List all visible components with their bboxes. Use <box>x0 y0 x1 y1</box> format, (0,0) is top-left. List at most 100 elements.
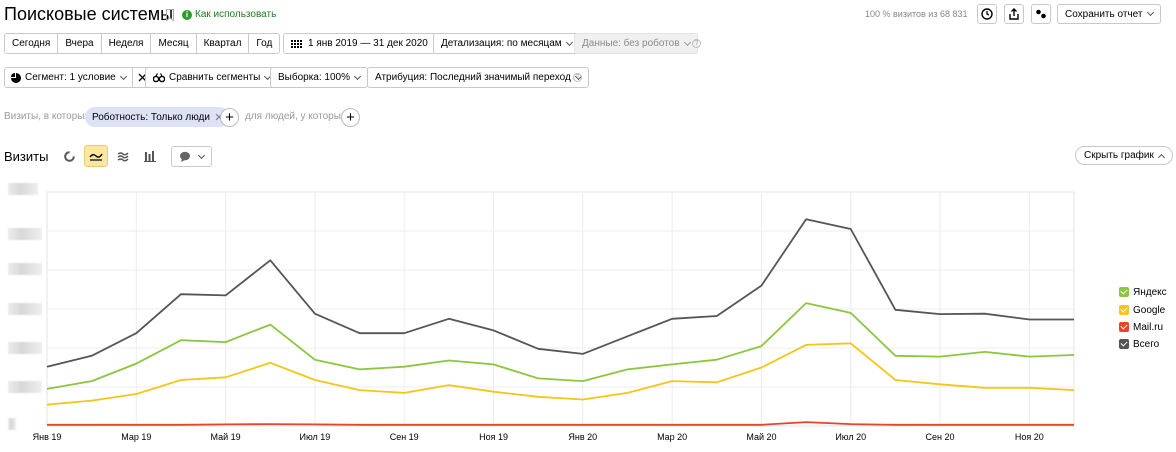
help-icon[interactable]: ? <box>573 73 582 82</box>
period-month[interactable]: Месяц <box>151 34 197 53</box>
y-axis-label-blurred <box>8 381 42 393</box>
y-axis-label-blurred <box>8 342 42 354</box>
checkbox-checked-icon <box>1119 322 1129 332</box>
history-button[interactable] <box>977 4 997 24</box>
x-tick-label: Май 19 <box>210 432 241 442</box>
detail-dropdown[interactable]: Детализация: по месяцам <box>433 33 580 54</box>
hide-chart-label: Скрыть график <box>1084 150 1154 161</box>
x-tick-label: Сен 19 <box>389 432 419 442</box>
chevron-down-icon <box>565 38 573 46</box>
checkbox-checked-icon <box>1119 339 1129 349</box>
visits-filter-prefix: Визиты, в которых <box>4 111 90 122</box>
chevron-down-icon <box>197 151 206 159</box>
bar-chart-icon <box>144 150 156 162</box>
series-line-3[interactable] <box>46 218 1074 368</box>
save-report-label: Сохранить отчет <box>1065 8 1143 20</box>
date-range-label: 1 янв 2019 — 31 дек 2020 <box>308 38 428 49</box>
area-chart-icon <box>117 151 129 161</box>
legend-label: Всего <box>1133 338 1160 350</box>
compare-icon <box>153 72 165 82</box>
bookmark-icon[interactable] <box>166 9 174 22</box>
line-chart-icon <box>89 153 103 161</box>
legend-label: Mail.ru <box>1133 321 1164 333</box>
checkbox-checked-icon <box>1119 305 1129 315</box>
period-yesterday[interactable]: Вчера <box>58 34 102 53</box>
visits-info: 100 % визитов из 68 831 <box>865 9 968 19</box>
chevron-down-icon <box>119 72 127 80</box>
y-axis-label-blurred <box>8 263 42 275</box>
chevron-down-icon <box>683 38 691 46</box>
data-filter-label: Данные: без роботов <box>582 38 680 49</box>
page-title: Поисковые системы <box>4 4 174 24</box>
compare-label: Сравнить сегменты <box>169 72 261 83</box>
x-tick-label: Июл 20 <box>835 432 867 442</box>
legend-item-yandex[interactable]: Яндекс <box>1119 285 1167 299</box>
chart-type-pie[interactable] <box>58 146 80 166</box>
legend-item-total[interactable]: Всего <box>1119 337 1159 351</box>
compare-segments-dropdown[interactable]: Сравнить сегменты <box>145 67 279 88</box>
x-tick-label: Ноя 19 <box>479 432 508 442</box>
chart-type-area[interactable] <box>112 146 134 166</box>
export-icon <box>1009 8 1019 20</box>
period-today[interactable]: Сегодня <box>5 34 59 53</box>
export-button[interactable] <box>1004 4 1024 24</box>
series-line-2[interactable] <box>47 421 1074 426</box>
chart-type-bar[interactable] <box>139 146 161 166</box>
y-axis-label-blurred <box>8 303 42 315</box>
help-icon[interactable]: ? <box>692 39 701 48</box>
x-tick-label: Ноя 20 <box>1014 432 1044 442</box>
chevron-down-icon <box>353 72 362 80</box>
sample-label: Выборка: 100% <box>278 72 350 83</box>
chart-title: Визиты <box>4 149 49 164</box>
calendar-icon <box>291 39 302 48</box>
share-button[interactable] <box>1031 4 1051 24</box>
save-report-button[interactable]: Сохранить отчет <box>1057 4 1162 24</box>
y-axis-label-blurred <box>8 228 42 240</box>
robot-filter-chip[interactable]: Роботность: Только люди <box>85 107 229 127</box>
period-quarter[interactable]: Квартал <box>197 34 250 53</box>
comment-icon <box>180 151 190 162</box>
annotations-dropdown[interactable] <box>171 146 212 167</box>
plus-icon: + <box>346 109 355 126</box>
y-axis-label-blurred <box>8 183 38 195</box>
period-year[interactable]: Год <box>256 38 273 49</box>
how-to-use-link[interactable]: i Как использовать <box>182 9 276 20</box>
x-tick-label: Янв 20 <box>568 432 598 442</box>
detail-label: Детализация: по месяцам <box>441 38 562 49</box>
checkbox-checked-icon <box>1119 287 1129 297</box>
share-icon <box>1036 9 1046 19</box>
period-selector: Сегодня Вчера Неделя Месяц Квартал Год <box>4 33 281 54</box>
segment-label: Сегмент: 1 условие <box>25 72 116 83</box>
legend-label: Google <box>1133 304 1166 316</box>
add-people-filter-button[interactable]: + <box>341 108 360 127</box>
sample-dropdown[interactable]: Выборка: 100% <box>270 67 368 88</box>
y-axis-label-blurred <box>8 418 16 430</box>
x-tick-label: Май 20 <box>746 432 777 442</box>
how-to-use-label: Как использовать <box>195 9 277 20</box>
date-range-picker[interactable]: 1 янв 2019 — 31 дек 2020 <box>283 33 436 54</box>
clock-icon <box>981 8 993 20</box>
pie-chart-icon <box>11 72 21 83</box>
legend-item-mailru[interactable]: Mail.ru <box>1119 320 1163 334</box>
period-week[interactable]: Неделя <box>102 34 152 53</box>
info-icon: i <box>182 9 192 20</box>
series-line-1[interactable] <box>46 342 1075 406</box>
add-visit-filter-button[interactable]: + <box>220 108 239 127</box>
chart-frame <box>46 191 1075 427</box>
legend-item-google[interactable]: Google <box>1119 303 1165 317</box>
chevron-down-icon <box>1147 8 1155 17</box>
x-tick-label: Мар 20 <box>657 432 688 442</box>
segment-dropdown[interactable]: Сегмент: 1 условие <box>5 68 133 87</box>
robot-filter-chip-label: Роботность: Только люди <box>92 111 210 123</box>
people-filter-prefix: для людей, у которых <box>245 111 346 122</box>
chevron-up-icon <box>1157 153 1165 161</box>
attribution-dropdown[interactable]: Атрибуция: Последний значимый переход <box>367 67 589 88</box>
series-line-0[interactable] <box>46 302 1075 390</box>
chart-type-line[interactable] <box>84 145 108 167</box>
plus-icon: + <box>225 109 234 126</box>
x-tick-label: Сен 20 <box>925 432 955 442</box>
hide-chart-button[interactable]: Скрыть график <box>1075 146 1173 165</box>
pie-chart-icon <box>63 150 75 162</box>
x-tick-label: Янв 19 <box>32 432 62 442</box>
data-filter-dropdown[interactable]: Данные: без роботов <box>574 33 698 54</box>
